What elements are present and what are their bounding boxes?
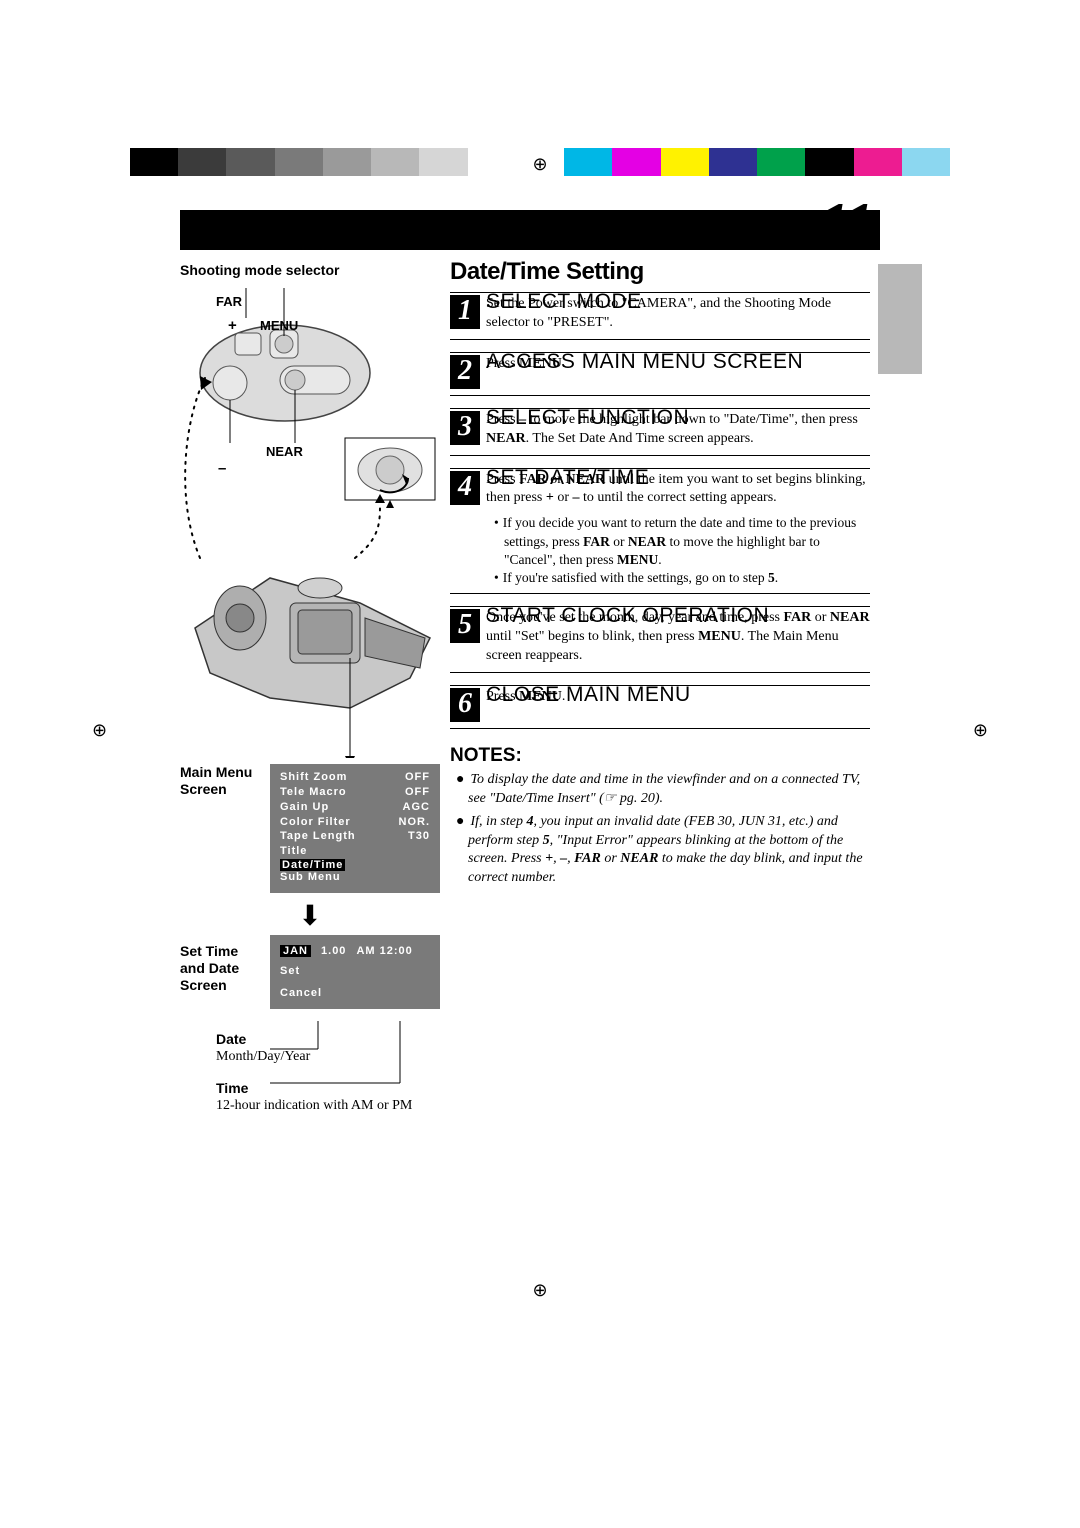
dt-date: 1.00 <box>321 945 346 957</box>
page-number: 11 <box>819 190 872 259</box>
set-date-screen-label: Set Time and Date Screen <box>180 943 260 1009</box>
time-body: 12-hour indication with AM or PM <box>216 1097 440 1115</box>
registration-mark-bottom: ⊕ <box>532 1280 547 1301</box>
step-block: SELECT MODE1Set the Power switch to "CAM… <box>450 290 870 340</box>
step-body: Once you've set the month, day, year and… <box>486 609 870 666</box>
svg-text:NEAR: NEAR <box>266 444 303 459</box>
dt-time: AM 12:00 <box>356 945 412 957</box>
menu-row: Title <box>280 844 430 859</box>
step-number: 3 <box>450 411 480 445</box>
bullet-item: If you decide you want to return the dat… <box>486 514 870 569</box>
menu-row: Shift ZoomOFF <box>280 770 430 785</box>
set-date-screen: JAN 1.00 AM 12:00 Set Cancel <box>270 935 440 1009</box>
step-number: 6 <box>450 688 480 722</box>
step-block: SELECT FUNCTION3Press – to move the high… <box>450 406 870 456</box>
notes-heading: NOTES: <box>450 745 870 767</box>
main-menu-screen-label: Main Menu Screen <box>180 764 260 893</box>
step-body: Press MENU. <box>486 355 870 374</box>
step-block: START CLOCK OPERATION5Once you've set th… <box>450 604 870 673</box>
left-column: Shooting mode selector FAR + MENU <box>180 262 440 1115</box>
note-item: If, in step 4, you input an invalid date… <box>450 813 870 889</box>
svg-text:MENU: MENU <box>260 318 298 333</box>
step-block: SET DATE/TIME4Press FAR or NEAR until th… <box>450 466 870 595</box>
step-bullets: If you decide you want to return the dat… <box>486 514 870 587</box>
dt-cancel: Cancel <box>280 987 430 999</box>
step-body: Set the Power switch to "CAMERA", and th… <box>486 295 870 333</box>
step-body: Press – to move the highlight bar down t… <box>486 411 870 449</box>
step-number: 4 <box>450 471 480 505</box>
menu-row: Gain UpAGC <box>280 800 430 815</box>
step-body: Press MENU. <box>486 688 870 707</box>
step-number: 2 <box>450 355 480 389</box>
side-index-tab <box>878 264 922 374</box>
svg-text:FAR: FAR <box>216 294 243 309</box>
dt-set: Set <box>280 965 430 977</box>
note-item: To display the date and time in the view… <box>450 771 870 809</box>
right-column: Date/Time Setting SELECT MODE1Set the Po… <box>450 258 870 892</box>
menu-row: Tape LengthT30 <box>280 829 430 844</box>
menu-row: Tele MacroOFF <box>280 785 430 800</box>
step-block: CLOSE MAIN MENU6Press MENU. <box>450 683 870 729</box>
arrow-down-icon: ⬇ <box>180 899 440 933</box>
registration-mark-left: ⊕ <box>92 720 107 741</box>
manual-page: ⊕ ⊕ ⊕ ⊕ 11 Shooting mode selector FAR + <box>0 0 1080 1528</box>
svg-text:–: – <box>218 460 226 477</box>
registration-mark-top: ⊕ <box>532 154 547 175</box>
camera-control-diagram: FAR + MENU NEAR – <box>180 278 440 758</box>
registration-mark-right: ⊕ <box>973 720 988 741</box>
step-block: ACCESS MAIN MENU SCREEN2Press MENU. <box>450 350 870 396</box>
menu-row-highlight: Date/Time <box>280 859 430 871</box>
menu-row: Color FilterNOR. <box>280 815 430 830</box>
dt-month: JAN <box>280 945 311 957</box>
selector-label: Shooting mode selector <box>180 262 440 278</box>
main-menu-screen: Shift ZoomOFFTele MacroOFFGain UpAGCColo… <box>270 764 440 893</box>
bullet-item: If you're satisfied with the settings, g… <box>486 569 870 587</box>
step-number: 5 <box>450 609 480 643</box>
section-title: Date/Time Setting <box>450 258 870 286</box>
leader-lines <box>220 1021 430 1091</box>
header-black-bar <box>180 210 880 250</box>
notes-list: To display the date and time in the view… <box>450 771 870 888</box>
step-body: Press FAR or NEAR until the item you wan… <box>486 471 870 509</box>
menu-sub: Sub Menu <box>280 871 430 883</box>
svg-text:+: + <box>228 317 237 334</box>
step-number: 1 <box>450 295 480 329</box>
